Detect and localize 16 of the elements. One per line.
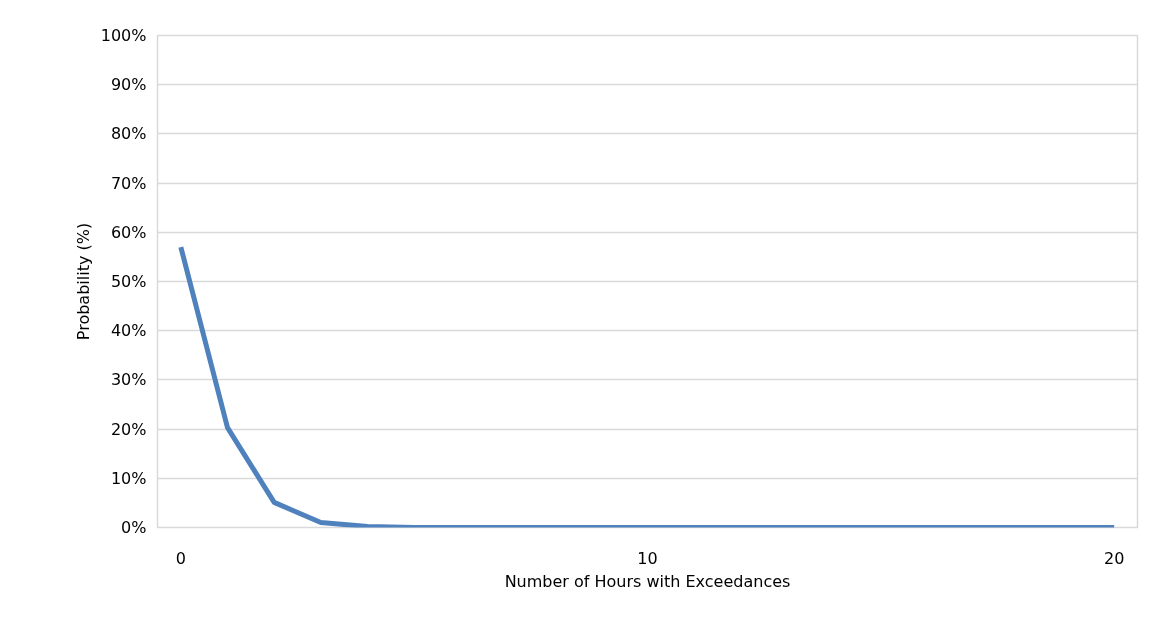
x-axis-title: Number of Hours with Exceedances: [504, 571, 791, 591]
x-tick-label: 0: [175, 548, 186, 568]
y-axis-title: Probability (%): [73, 222, 93, 341]
y-tick-label: 50%: [110, 272, 147, 291]
y-tick-label: 40%: [110, 321, 147, 341]
y-tick-label: 30%: [110, 370, 147, 390]
y-tick-label: 90%: [110, 75, 147, 95]
y-tick-label: 60%: [110, 222, 147, 242]
y-tick-label: 80%: [110, 124, 147, 144]
x-tick-label: 10: [637, 548, 658, 568]
y-tick-label: 20%: [110, 419, 147, 439]
y-tick-label: 10%: [110, 468, 147, 488]
y-tick-label: 100%: [100, 26, 147, 45]
y-tick-label: 70%: [110, 173, 147, 193]
x-tick-label: 20: [1103, 548, 1125, 568]
y-tick-label: 0%: [121, 518, 147, 537]
